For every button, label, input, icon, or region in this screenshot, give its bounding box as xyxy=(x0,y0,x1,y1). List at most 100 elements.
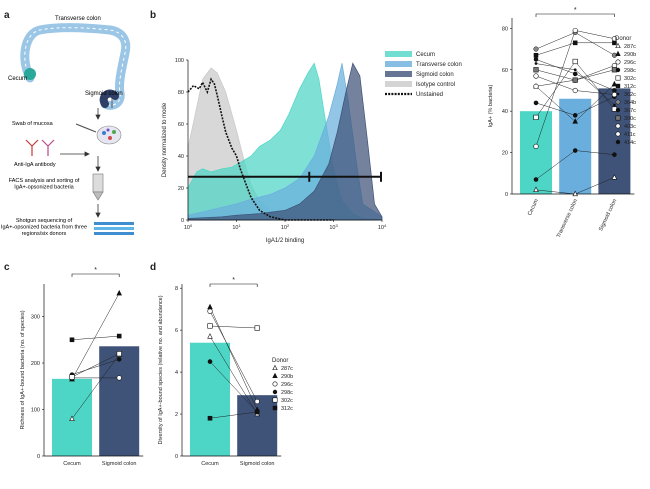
legend-label-362c: 362c xyxy=(624,92,636,98)
legend-marker-411c xyxy=(615,131,621,137)
donor-point-411c xyxy=(611,36,617,42)
label-cecum: Cecum xyxy=(8,76,27,82)
donor-point-287c xyxy=(69,415,75,421)
legend-label: Unstained xyxy=(416,92,443,98)
donor-point-312c xyxy=(572,40,578,46)
donor-point-302c xyxy=(69,374,75,380)
y-tick-label: 40 xyxy=(502,109,508,115)
donor-point-302c xyxy=(116,351,122,357)
legend-marker-312c xyxy=(615,83,621,89)
x-tick-label: 103 xyxy=(329,223,338,231)
y-tick-label: 80 xyxy=(178,90,184,96)
donor-point-298c xyxy=(207,359,213,364)
y-tick-label: 100 xyxy=(175,58,184,64)
donor-point-414c xyxy=(533,177,539,182)
swab-icon xyxy=(75,123,122,145)
donor-point-287c xyxy=(611,174,618,180)
donor-point-290b xyxy=(207,303,213,310)
legend-marker-290b xyxy=(272,372,278,379)
x-tick-label: 104 xyxy=(378,223,387,231)
legend-label-312c: 312c xyxy=(281,406,293,412)
donor-line-312c xyxy=(71,335,120,341)
y-tick-label: 0 xyxy=(37,454,40,460)
legend-marker-287c xyxy=(615,42,621,49)
significance-star: * xyxy=(574,7,577,14)
donor-point-298c xyxy=(612,88,617,93)
donor-line-302c xyxy=(209,325,258,329)
label-sigmoid: Sigmoid colon xyxy=(85,91,123,97)
y-axis-label: Richness of IgA+-bound bacteria (no. of … xyxy=(20,310,26,429)
donor-point-312c xyxy=(533,52,539,58)
legend-marker-290b xyxy=(615,50,621,57)
y-tick-label: 80 xyxy=(502,26,508,32)
y-tick-label: 40 xyxy=(178,154,184,160)
x-axis-label: IgA1/2 binding xyxy=(266,238,304,244)
y-axis-label: Diversity of IgA+-bound species (relativ… xyxy=(158,295,164,444)
y-tick-label: 100 xyxy=(31,408,40,414)
legend-marker-390c xyxy=(615,115,621,121)
legend-label-302c: 302c xyxy=(281,398,293,404)
label-sequencing: Shotgun sequencing of IgA+-opsonized bact… xyxy=(1,218,87,237)
bar-sigmoid-colon xyxy=(237,395,278,456)
legend-swatch xyxy=(385,71,412,77)
donor-point-312c xyxy=(254,409,260,415)
y-axis-label: Density normalized to mode xyxy=(162,102,168,177)
legend-label: Sigmoid colon xyxy=(416,72,454,78)
y-tick-label: 20 xyxy=(502,151,508,157)
legend-title: Donor xyxy=(272,358,288,364)
label-swab: Swab of mucosa xyxy=(12,121,54,127)
x-tick-label: 102 xyxy=(281,223,290,231)
donor-point-403c xyxy=(611,92,617,98)
legend-label-312c: 312c xyxy=(624,84,636,90)
y-tick-label: 60 xyxy=(178,122,184,128)
significance-bracket xyxy=(71,273,120,277)
donor-point-403c xyxy=(533,73,539,79)
donor-point-312c xyxy=(116,333,122,339)
bar-sigmoid-colon xyxy=(99,346,140,456)
label-transverse: Transverse colon xyxy=(55,16,101,22)
y-tick-label: 20 xyxy=(178,186,184,192)
y-tick-label: 8 xyxy=(175,286,178,292)
donor-point-312c xyxy=(69,337,75,343)
y-tick-label: 200 xyxy=(31,361,40,367)
x-tick-label: Sigmoid colon xyxy=(598,198,618,232)
legend-marker-362c xyxy=(616,92,620,96)
legend-label-411c: 411c xyxy=(624,132,636,138)
label-facs: FACS analysis and sorting of IgA+-opsoniz… xyxy=(9,178,80,191)
chart-d: 0 2 4 6 8 Cecum Sigmoid colon * Diversity of IgA… xyxy=(158,277,293,467)
legend-swatch xyxy=(385,51,412,57)
legend-title: Donor xyxy=(615,36,631,42)
x-tick-label: Cecum xyxy=(63,461,81,467)
donor-point-362c xyxy=(573,68,577,72)
legend-label-298c: 298c xyxy=(281,390,293,396)
donor-point-364b xyxy=(533,46,539,52)
legend-label-367c: 367c xyxy=(624,108,636,114)
antibody-icon xyxy=(25,139,55,156)
donor-point-411c xyxy=(572,27,578,34)
donor-point-302c xyxy=(533,114,539,120)
x-tick-label: Sigmoid colon xyxy=(240,461,275,467)
significance-bracket xyxy=(209,283,258,287)
y-axis-label: IgA+ (% bacteria) xyxy=(488,85,494,128)
chart-b-histogram: 0 20 40 60 80 100 100 101 102 103 104 IgA1/2 bindin… xyxy=(162,51,462,244)
donor-point-414c xyxy=(612,152,617,157)
legend-marker-302c xyxy=(615,75,621,81)
legend-swatch xyxy=(385,81,412,87)
donor-point-414c xyxy=(572,148,578,153)
donor-line-290b xyxy=(209,306,258,411)
colon-illustration xyxy=(20,23,131,110)
panel-a-schematic: Transverse colon Cecum Sigmoid colon Swa… xyxy=(1,16,134,237)
legend-label-296c: 296c xyxy=(624,60,636,66)
sequencing-icon xyxy=(94,222,134,235)
legend-label-287c: 287c xyxy=(624,44,636,50)
legend-label-290b: 290b xyxy=(624,52,636,58)
donor-point-362c xyxy=(534,62,538,65)
donor-point-302c xyxy=(572,58,578,65)
donor-point-287c xyxy=(572,190,578,197)
donor-line-287c xyxy=(209,336,258,415)
facs-tube-icon xyxy=(92,173,104,201)
y-tick-label: 0 xyxy=(175,454,178,460)
donor-point-290b xyxy=(611,80,618,87)
y-tick-label: 2 xyxy=(175,412,178,418)
